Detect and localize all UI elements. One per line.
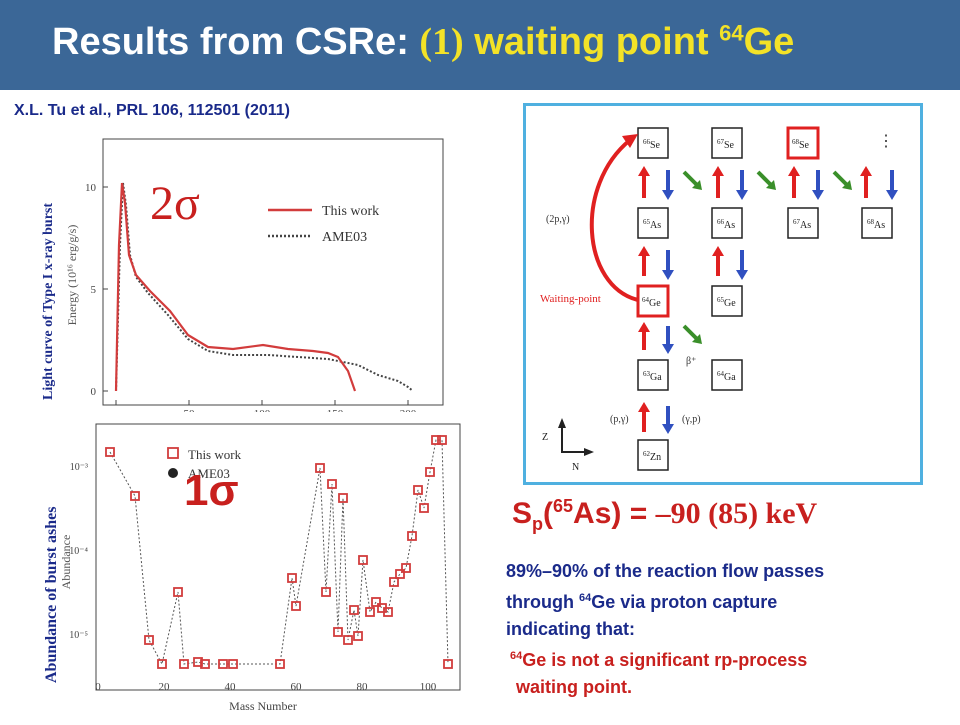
separation-energy-result: Sp(65As) = –90 (85) keV <box>512 496 817 535</box>
ellipsis: ⋮ <box>878 133 894 150</box>
nucleus-63Ga: 63Ga <box>643 370 662 383</box>
sp-value: –90 (85) keV <box>655 497 818 530</box>
abundance-markers <box>105 435 453 669</box>
sp-element: As) = <box>573 497 656 530</box>
title-prefix: Results from CSRe: <box>52 21 420 63</box>
sp-open: ( <box>543 497 554 530</box>
slide-title: Results from CSRe: (1) waiting point 64G… <box>52 20 794 64</box>
waiting-point-label: Waiting-point <box>540 293 601 305</box>
title-bar: Results from CSRe: (1) waiting point 64G… <box>0 0 960 90</box>
nucleus-68As: 68As <box>867 218 885 231</box>
nucleus-64Ge: 64Ge <box>642 296 661 309</box>
title-mass: 64 <box>719 20 744 46</box>
legend-ame03-marker <box>168 468 178 478</box>
title-mid: waiting point <box>463 21 720 63</box>
this-work-curve <box>114 182 357 392</box>
nucleus-62Zn: 62Zn <box>643 450 661 463</box>
ytick-0: 0 <box>91 386 97 398</box>
title-number: (1) <box>419 21 464 63</box>
legend-ame03-bottom: AME03 <box>188 466 230 481</box>
ame03-curve <box>115 182 414 392</box>
nucleus-65Ge: 65Ge <box>717 296 736 309</box>
sp-mass: 65 <box>553 496 574 516</box>
two-proton-capture-arrow <box>589 138 639 302</box>
abundance-connector <box>109 439 449 666</box>
gp-label: (γ,p) <box>682 414 701 425</box>
beta-plus-label: β⁺ <box>686 356 696 367</box>
nucleus-66As: 66As <box>717 218 735 231</box>
xtick-0: 0 <box>95 681 101 693</box>
nucleus-66Se: 66Se <box>643 138 661 151</box>
ytick-1e-3: 10⁻³ <box>70 462 88 473</box>
sigma-1-label: 1σ <box>184 466 239 515</box>
pg-label: (p,γ) <box>610 414 629 425</box>
light-curve-side-label: Light curve of Type I x-ray burst <box>41 202 56 400</box>
ytick-1e-4: 10⁻⁴ <box>69 546 88 557</box>
sp-subscript: p <box>532 514 544 534</box>
sp-symbol: S <box>512 497 533 530</box>
nucleus-67Se: 67Se <box>717 138 735 151</box>
reaction-network-diagram: .nb { fill:#fff; stroke:#222; stroke-wid… <box>523 103 923 485</box>
arrows-row-1 <box>638 166 898 200</box>
arrows-row-2 <box>638 246 748 280</box>
ytick-1e-5: 10⁻⁵ <box>69 630 88 641</box>
light-curve-plot: 10 5 0 50 100 150 200 Energy (10¹⁶ erg/g… <box>58 125 454 420</box>
two-pg-label: (2p,γ) <box>546 214 570 225</box>
xtick-40: 40 <box>225 681 237 693</box>
light-curve-ylabel: Energy (10¹⁶ erg/g/s) <box>65 225 79 326</box>
z-n-axes <box>558 418 594 456</box>
nucleus-67As: 67As <box>793 218 811 231</box>
conclusion-text: 89%–90% of the reaction flow passes thro… <box>506 558 946 701</box>
xtick-100: 100 <box>420 681 437 693</box>
legend-this-work-marker <box>167 447 179 459</box>
nucleus-68Se: 68Se <box>792 138 810 151</box>
sigma-2-label: 2σ <box>150 177 200 230</box>
xtick-60: 60 <box>291 681 303 693</box>
abundance-xlabel: Mass Number <box>229 699 297 713</box>
legend-ame03: AME03 <box>322 230 367 245</box>
ytick-10: 10 <box>85 182 97 194</box>
n-axis-label: N <box>572 462 579 473</box>
arrows-row-4 <box>638 402 674 434</box>
ytick-5: 5 <box>91 284 97 296</box>
nucleus-64Ga: 64Ga <box>717 370 736 383</box>
conclusion-line-2: through 64Ge via proton capture <box>506 592 778 612</box>
abundance-plot: 10⁻³ 10⁻⁴ 10⁻⁵ Abundance 0 20 40 60 80 1… <box>58 412 466 720</box>
citation: X.L. Tu et al., PRL 106, 112501 (2011) <box>14 102 290 119</box>
conclusion-line-4: 64Ge is not a significant rp-process <box>510 650 808 670</box>
legend-this-work: This work <box>322 204 379 219</box>
arrows-row-3 <box>638 322 702 354</box>
conclusion-line-1: 89%–90% of the reaction flow passes <box>506 561 825 581</box>
title-element: Ge <box>743 21 795 63</box>
z-axis-label: Z <box>542 432 548 443</box>
nucleus-65As: 65As <box>643 218 661 231</box>
conclusion-line-3: indicating that: <box>506 619 635 639</box>
xtick-20: 20 <box>159 681 171 693</box>
conclusion-line-5: waiting point. <box>516 677 632 697</box>
xtick-80: 80 <box>357 681 369 693</box>
abundance-ylabel: Abundance <box>59 535 73 590</box>
legend-this-work-bottom: This work <box>188 447 242 462</box>
